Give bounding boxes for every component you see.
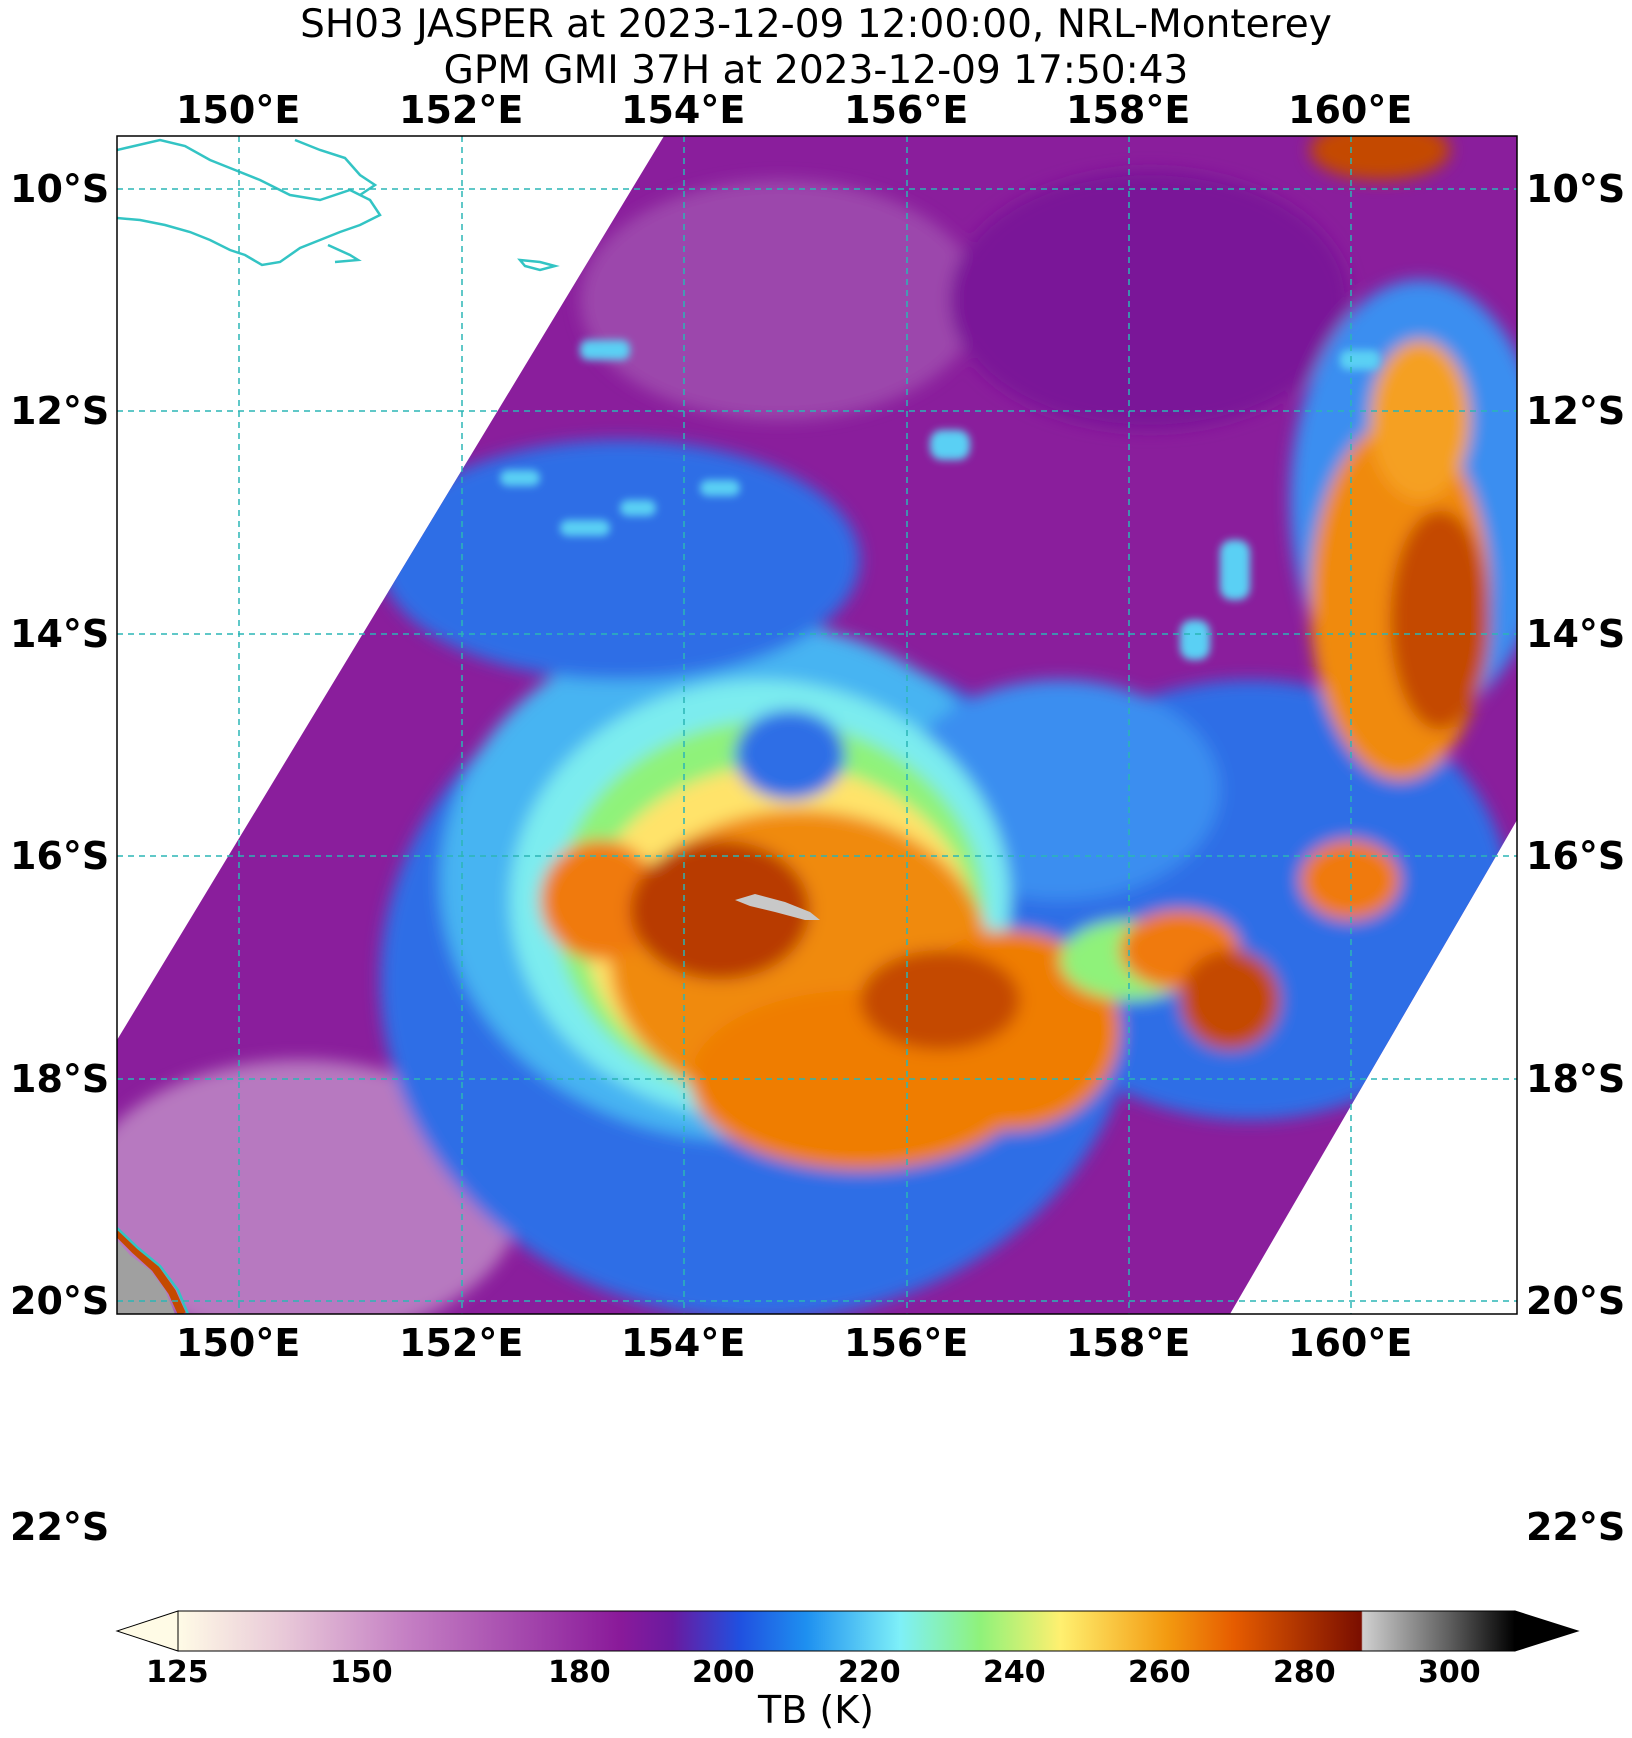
lat-tick-left: 22°S bbox=[10, 1505, 110, 1549]
colorbar-tick: 125 bbox=[146, 1655, 209, 1690]
lat-tick-left: 20°S bbox=[10, 1279, 110, 1323]
lon-tick-bottom: 160°E bbox=[1288, 1321, 1413, 1365]
colorbar-tick: 260 bbox=[1128, 1655, 1191, 1690]
lon-tick-bottom: 156°E bbox=[844, 1321, 969, 1365]
lat-tick-right: 12°S bbox=[1526, 389, 1626, 433]
colorbar-title: TB (K) bbox=[758, 1688, 874, 1732]
lon-tick-top: 154°E bbox=[621, 88, 746, 132]
lon-tick-bottom: 150°E bbox=[176, 1321, 301, 1365]
lon-tick-top: 158°E bbox=[1066, 88, 1191, 132]
lon-tick-top: 150°E bbox=[176, 88, 301, 132]
colorbar-tick: 180 bbox=[548, 1655, 611, 1690]
lon-tick-bottom: 152°E bbox=[399, 1321, 524, 1365]
colorbar-extend-low bbox=[115, 1610, 179, 1652]
australia-coast bbox=[117, 1227, 190, 1314]
lat-tick-right: 18°S bbox=[1526, 1057, 1626, 1101]
colorbar-tick: 240 bbox=[983, 1655, 1046, 1690]
coastline bbox=[117, 138, 560, 272]
lat-tick-right: 16°S bbox=[1526, 834, 1626, 878]
lat-tick-left: 10°S bbox=[10, 167, 110, 211]
swath-imagery bbox=[117, 136, 1517, 1314]
plot-frame bbox=[116, 135, 1518, 1315]
lon-tick-top: 160°E bbox=[1288, 88, 1413, 132]
lat-tick-right: 10°S bbox=[1526, 167, 1626, 211]
lon-tick-top: 156°E bbox=[844, 88, 969, 132]
lat-tick-right: 20°S bbox=[1526, 1279, 1626, 1323]
lat-tick-right: 14°S bbox=[1526, 612, 1626, 656]
lat-tick-left: 16°S bbox=[10, 834, 110, 878]
lat-tick-right: 22°S bbox=[1526, 1505, 1626, 1549]
map-title-line-2: GPM GMI 37H at 2023-12-09 17:50:43 bbox=[443, 48, 1189, 93]
lon-tick-top: 152°E bbox=[399, 88, 524, 132]
colorbar-tick: 200 bbox=[692, 1655, 755, 1690]
lat-tick-left: 18°S bbox=[10, 1057, 110, 1101]
gridlines bbox=[117, 136, 1517, 1314]
colorbar-tick: 280 bbox=[1273, 1655, 1336, 1690]
colorbar-tick: 220 bbox=[838, 1655, 901, 1690]
colorbar bbox=[115, 1610, 1580, 1652]
lon-tick-bottom: 158°E bbox=[1066, 1321, 1191, 1365]
colorbar-tick: 150 bbox=[330, 1655, 393, 1690]
colorbar-extend-high bbox=[1514, 1610, 1580, 1652]
lon-tick-bottom: 154°E bbox=[621, 1321, 746, 1365]
lat-tick-left: 12°S bbox=[10, 389, 110, 433]
map-title-line-1: SH03 JASPER at 2023-12-09 12:00:00, NRL-… bbox=[300, 2, 1332, 47]
lat-tick-left: 14°S bbox=[10, 612, 110, 656]
colorbar-tick: 300 bbox=[1418, 1655, 1481, 1690]
